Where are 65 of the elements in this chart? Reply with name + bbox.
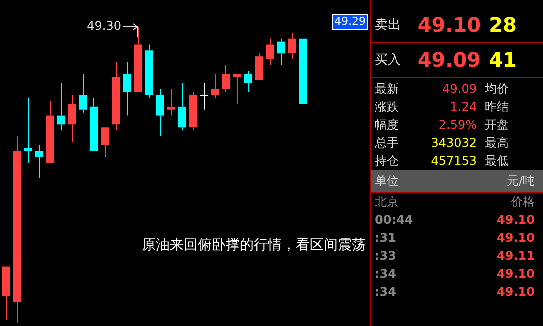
text: 单位 bbox=[375, 172, 400, 190]
text: 买入 bbox=[375, 52, 402, 69]
candlestick bbox=[277, 38, 285, 66]
text: 2.59% bbox=[438, 118, 477, 132]
text: 49.10 bbox=[416, 13, 482, 37]
candlestick bbox=[145, 44, 153, 99]
text: 343032 bbox=[430, 136, 477, 150]
text: 开盘 bbox=[484, 116, 510, 134]
candlestick bbox=[211, 74, 219, 99]
text: :34 bbox=[375, 285, 398, 299]
text: 49.10 bbox=[496, 213, 535, 227]
candlestick bbox=[189, 92, 197, 132]
text: 总手 bbox=[375, 134, 400, 152]
text: 均价 bbox=[484, 80, 510, 98]
text: 49.10 bbox=[496, 231, 535, 245]
text: 价格 bbox=[510, 194, 535, 210]
candlestick bbox=[244, 70, 252, 93]
candlestick bbox=[2, 266, 10, 321]
candlestick bbox=[101, 128, 109, 158]
candlestick bbox=[200, 82, 208, 110]
text: 49.29 bbox=[334, 14, 366, 28]
text: 49.10 bbox=[496, 285, 535, 299]
text: 最高 bbox=[484, 134, 510, 152]
text: :34 bbox=[375, 267, 398, 281]
candlestick bbox=[266, 38, 274, 66]
annotation: 原油来回俯卧撑的行情，看区间震荡 bbox=[142, 238, 366, 254]
candlestick bbox=[222, 64, 230, 93]
text: :33 bbox=[375, 249, 398, 263]
candlestick bbox=[255, 53, 263, 80]
candlestick bbox=[156, 88, 164, 138]
candlestick bbox=[79, 74, 87, 114]
annotation: 49.30 bbox=[87, 19, 122, 34]
text: 49.09 bbox=[416, 48, 482, 72]
text: 49.11 bbox=[496, 249, 535, 263]
text: 幅度 bbox=[375, 116, 400, 134]
candlestick bbox=[46, 100, 54, 164]
text: 卖出 bbox=[375, 17, 402, 34]
candlestick bbox=[13, 136, 21, 324]
text: 昨结 bbox=[484, 98, 510, 116]
candlestick bbox=[112, 62, 120, 132]
text: 持仓 bbox=[375, 152, 400, 170]
text: 最低 bbox=[484, 152, 510, 170]
candlestick bbox=[35, 144, 43, 178]
text: 49.09 bbox=[442, 82, 477, 96]
text: 457153 bbox=[430, 154, 477, 168]
candlestick bbox=[68, 94, 76, 143]
text: 北京 bbox=[375, 194, 400, 210]
candlestick bbox=[233, 74, 241, 104]
candlestick bbox=[167, 88, 175, 116]
text: 元/吨 bbox=[506, 172, 535, 190]
text: 41 bbox=[488, 48, 518, 72]
text: 00:44 bbox=[375, 213, 414, 227]
text: 1.24 bbox=[449, 100, 477, 114]
candlestick bbox=[24, 98, 32, 164]
text: 49.10 bbox=[496, 267, 535, 281]
candlestick bbox=[134, 26, 142, 92]
candlestick bbox=[57, 82, 65, 132]
text: 28 bbox=[488, 13, 518, 37]
text: :31 bbox=[375, 231, 398, 245]
candlestick bbox=[288, 32, 296, 60]
candlestick bbox=[90, 98, 98, 152]
text: 涨跌 bbox=[375, 98, 400, 116]
candlestick bbox=[178, 82, 186, 132]
candlestick bbox=[123, 62, 131, 116]
text: 最新 bbox=[375, 80, 400, 98]
